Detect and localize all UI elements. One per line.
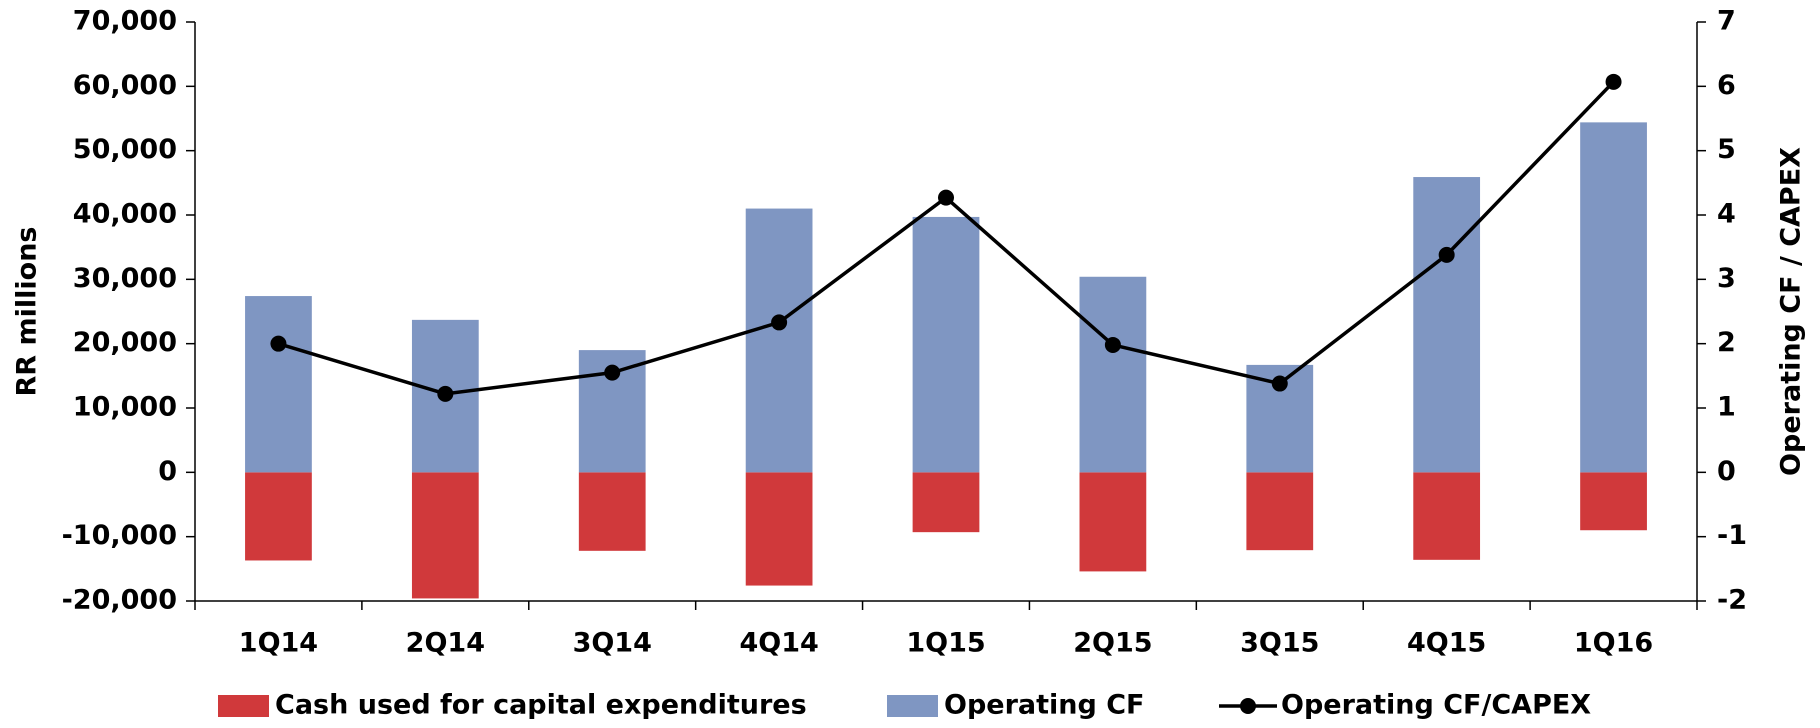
x-tick-label: 3Q14	[573, 628, 652, 659]
y2-tick-label: 6	[1717, 70, 1736, 101]
bar	[1246, 472, 1314, 551]
bar	[745, 208, 813, 473]
marker	[771, 314, 788, 331]
x-tick-label: 1Q14	[239, 628, 318, 659]
y2-tick-label: 4	[1717, 199, 1736, 230]
marker	[270, 335, 287, 352]
bar	[578, 472, 646, 551]
y-tick-label: 0	[158, 456, 177, 487]
legend-label: Operating CF/CAPEX	[1281, 690, 1591, 721]
y2-tick-label: 1	[1717, 392, 1736, 423]
x-tick-label: 2Q15	[1073, 628, 1152, 659]
bar	[912, 472, 980, 533]
x-tick-label: 4Q15	[1407, 628, 1486, 659]
legend-label: Cash used for capital expenditures	[275, 690, 807, 721]
y2-tick-label: 0	[1717, 456, 1736, 487]
bar	[1580, 122, 1647, 473]
y-tick-label: 40,000	[73, 199, 177, 230]
y2-tick-label: 2	[1717, 327, 1736, 358]
x-tick-label: 2Q14	[406, 628, 485, 659]
bar	[1079, 472, 1147, 572]
y2-tick-label: 5	[1717, 134, 1736, 165]
bar	[912, 216, 980, 473]
bar	[245, 296, 312, 473]
bar	[1580, 472, 1647, 531]
bar	[1079, 276, 1147, 473]
bar	[1413, 472, 1481, 560]
legend-swatch	[887, 695, 938, 717]
bar	[411, 472, 479, 599]
y2-tick-label: -2	[1717, 585, 1747, 616]
marker	[1271, 375, 1288, 392]
y-tick-label: 10,000	[73, 392, 177, 423]
marker	[938, 189, 954, 206]
y-tick-label: 70,000	[73, 6, 177, 37]
y-tick-label: 30,000	[73, 263, 177, 294]
legend-swatch	[218, 695, 269, 717]
x-tick-label: 1Q15	[906, 628, 985, 659]
y-tick-label: 50,000	[73, 134, 177, 165]
bar	[1413, 177, 1481, 473]
marker	[1104, 336, 1121, 353]
y2-tick-label: 3	[1717, 263, 1736, 294]
marker	[1605, 73, 1622, 90]
y-tick-label: 20,000	[73, 327, 177, 358]
y-tick-label: -20,000	[62, 585, 177, 616]
y2-axis-label: Operating CF / CAPEX	[1776, 147, 1807, 476]
bar	[245, 472, 312, 561]
legend-marker	[1240, 698, 1256, 714]
marker	[604, 364, 621, 381]
y2-tick-label: 7	[1717, 6, 1736, 37]
bar	[745, 472, 813, 586]
marker	[437, 385, 454, 402]
marker	[1438, 246, 1455, 263]
legend-label: Operating CF	[944, 690, 1145, 721]
x-tick-label: 3Q15	[1240, 628, 1319, 659]
y-axis-label: RR millions	[12, 227, 43, 397]
x-tick-label: 1Q16	[1574, 628, 1653, 659]
x-tick-label: 4Q14	[739, 628, 818, 659]
y-tick-label: 60,000	[73, 70, 177, 101]
y-tick-label: -10,000	[62, 520, 177, 551]
y2-tick-label: -1	[1717, 520, 1747, 551]
